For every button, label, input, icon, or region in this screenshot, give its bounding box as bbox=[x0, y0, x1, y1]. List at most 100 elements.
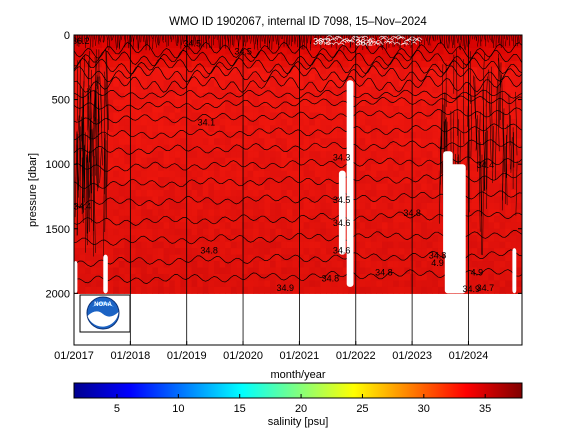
field-cell bbox=[410, 164, 417, 172]
field-cell bbox=[90, 41, 97, 49]
field-cell bbox=[141, 73, 148, 81]
field-cell bbox=[488, 267, 495, 275]
field-cell bbox=[85, 73, 92, 81]
surface-contour bbox=[80, 35, 83, 42]
field-cell bbox=[309, 54, 316, 62]
x-tick-label: 01/2017 bbox=[54, 350, 94, 362]
field-cell bbox=[477, 267, 484, 275]
field-cell bbox=[270, 215, 277, 223]
field-cell bbox=[404, 286, 411, 294]
field-cell bbox=[398, 60, 405, 68]
field-cell bbox=[482, 209, 489, 217]
field-cell bbox=[219, 138, 226, 146]
field-cell bbox=[477, 170, 484, 178]
field-cell bbox=[494, 80, 501, 88]
surface-contour bbox=[268, 35, 270, 44]
field-cell bbox=[96, 228, 103, 236]
field-cell bbox=[208, 170, 215, 178]
field-cell bbox=[264, 112, 271, 120]
surface-contour-white bbox=[361, 35, 369, 39]
field-cell bbox=[107, 118, 114, 127]
field-cell bbox=[219, 67, 226, 75]
field-cell bbox=[382, 86, 389, 94]
field-cell bbox=[202, 170, 209, 178]
field-cell bbox=[270, 183, 277, 191]
field-cell bbox=[314, 261, 321, 269]
field-cell bbox=[303, 286, 310, 294]
field-cell bbox=[342, 177, 349, 185]
field-cell bbox=[152, 80, 159, 88]
field-cell bbox=[191, 248, 198, 256]
field-cell bbox=[264, 80, 271, 88]
field-cell bbox=[342, 235, 349, 243]
field-cell bbox=[320, 228, 327, 236]
field-cell bbox=[219, 254, 226, 262]
field-cell bbox=[398, 73, 405, 81]
field-cell bbox=[208, 280, 215, 288]
field-cell bbox=[208, 118, 215, 127]
field-cell bbox=[382, 215, 389, 223]
profile-contour bbox=[91, 104, 95, 157]
field-cell bbox=[152, 248, 159, 256]
field-cell bbox=[359, 118, 366, 127]
field-cell bbox=[331, 54, 338, 62]
field-cell bbox=[382, 228, 389, 236]
field-cell bbox=[365, 202, 372, 210]
field-cell bbox=[426, 235, 433, 243]
surface-contour bbox=[86, 35, 89, 42]
field-cell bbox=[292, 73, 299, 81]
field-cell bbox=[275, 183, 282, 191]
field-cell bbox=[180, 54, 187, 62]
field-cell bbox=[443, 41, 450, 49]
field-cell bbox=[320, 267, 327, 275]
profile-contour bbox=[479, 111, 481, 157]
field-cell bbox=[494, 170, 501, 178]
field-cell bbox=[398, 241, 405, 249]
field-cell bbox=[326, 106, 333, 114]
field-cell bbox=[438, 228, 445, 236]
field-cell bbox=[426, 286, 433, 294]
field-cell bbox=[191, 273, 198, 282]
field-cell bbox=[247, 80, 254, 88]
surface-contour-white bbox=[348, 40, 355, 43]
field-cell bbox=[152, 118, 159, 127]
field-cell bbox=[174, 106, 181, 114]
profile-contour bbox=[515, 91, 518, 156]
field-cell bbox=[118, 86, 125, 94]
field-cell bbox=[398, 151, 405, 159]
field-cell bbox=[130, 202, 137, 210]
field-cell bbox=[130, 183, 137, 191]
field-cell bbox=[102, 67, 109, 75]
field-cell bbox=[415, 157, 422, 165]
field-cell bbox=[365, 164, 372, 172]
field-cell bbox=[186, 151, 193, 159]
field-cell bbox=[163, 138, 170, 146]
field-cell bbox=[214, 67, 221, 75]
field-cell bbox=[410, 235, 417, 243]
field-cell bbox=[303, 99, 310, 107]
contour-line bbox=[74, 139, 522, 155]
field-cell bbox=[499, 99, 506, 107]
field-cell bbox=[219, 280, 226, 288]
field-cell bbox=[477, 286, 484, 294]
field-cell bbox=[79, 280, 86, 288]
field-cell bbox=[286, 99, 293, 107]
field-cell bbox=[219, 144, 226, 152]
field-cell bbox=[494, 106, 501, 114]
field-cell bbox=[118, 286, 125, 294]
field-cell bbox=[286, 222, 293, 230]
field-cell bbox=[286, 177, 293, 185]
field-cell bbox=[471, 202, 478, 210]
field-cell bbox=[202, 118, 209, 127]
contour-label: 4.9 bbox=[471, 267, 484, 277]
field-cell bbox=[432, 248, 439, 256]
field-cell bbox=[438, 67, 445, 75]
field-cell bbox=[281, 280, 288, 288]
field-cell bbox=[438, 215, 445, 223]
field-cell bbox=[410, 170, 417, 178]
field-cell bbox=[426, 241, 433, 249]
field-cell bbox=[152, 93, 159, 101]
field-cell bbox=[113, 228, 120, 236]
field-cell bbox=[410, 241, 417, 249]
field-cell bbox=[421, 228, 428, 236]
